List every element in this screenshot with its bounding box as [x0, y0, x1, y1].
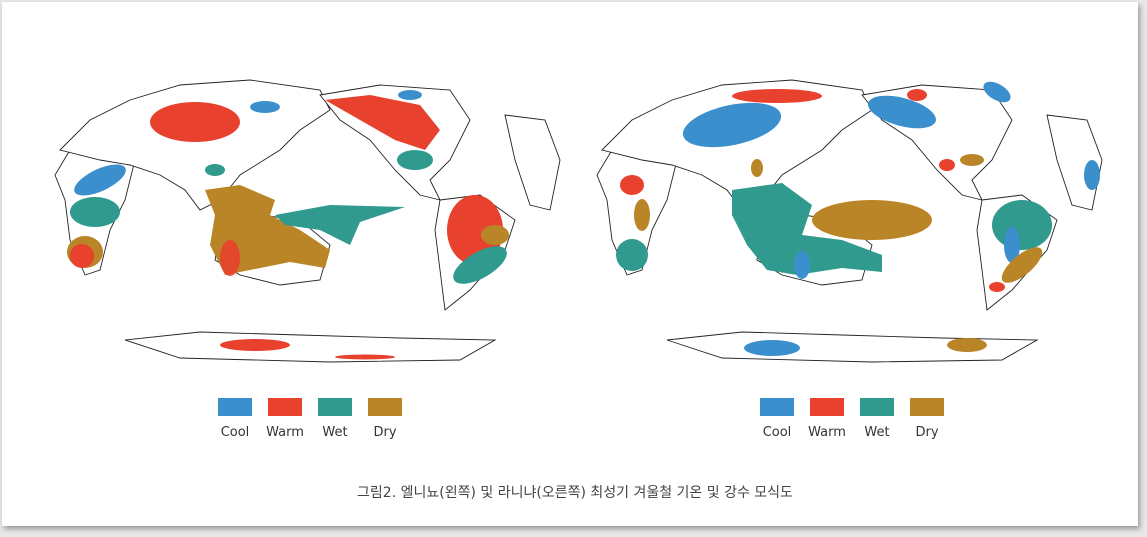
legend-swatch	[368, 398, 402, 416]
figure: Cool Warm Wet Dry Cool Warm Wet Dry 그림2. 엘니뇨(왼쪽…	[54, 79, 1103, 501]
legends: Cool Warm Wet Dry Cool Warm Wet Dry	[218, 398, 944, 440]
legend-swatch	[318, 398, 352, 416]
legend-label: Warm	[266, 425, 304, 440]
legend-swatch	[268, 398, 302, 416]
figure-frame: Cool Warm Wet Dry Cool Warm Wet Dry 그림2. 엘니뇨(왼쪽…	[2, 2, 1138, 526]
caption: 그림2. 엘니뇨(왼쪽) 및 라니냐(오른쪽) 최성기 겨울철 기온 및 강수 …	[357, 485, 793, 501]
el-nino-map	[54, 79, 561, 363]
legend-label: Warm	[808, 425, 846, 440]
legend-swatch	[860, 398, 894, 416]
legend-label: Wet	[322, 425, 347, 440]
la-nina-map	[596, 79, 1103, 363]
legend-swatch	[760, 398, 794, 416]
legend-swatch	[218, 398, 252, 416]
legend-label: Cool	[763, 425, 792, 440]
legend-swatch	[910, 398, 944, 416]
legend-label: Cool	[221, 425, 250, 440]
legend-label: Wet	[864, 425, 889, 440]
legend-swatch	[810, 398, 844, 416]
legend-label: Dry	[373, 425, 396, 440]
legend-label: Dry	[915, 425, 938, 440]
